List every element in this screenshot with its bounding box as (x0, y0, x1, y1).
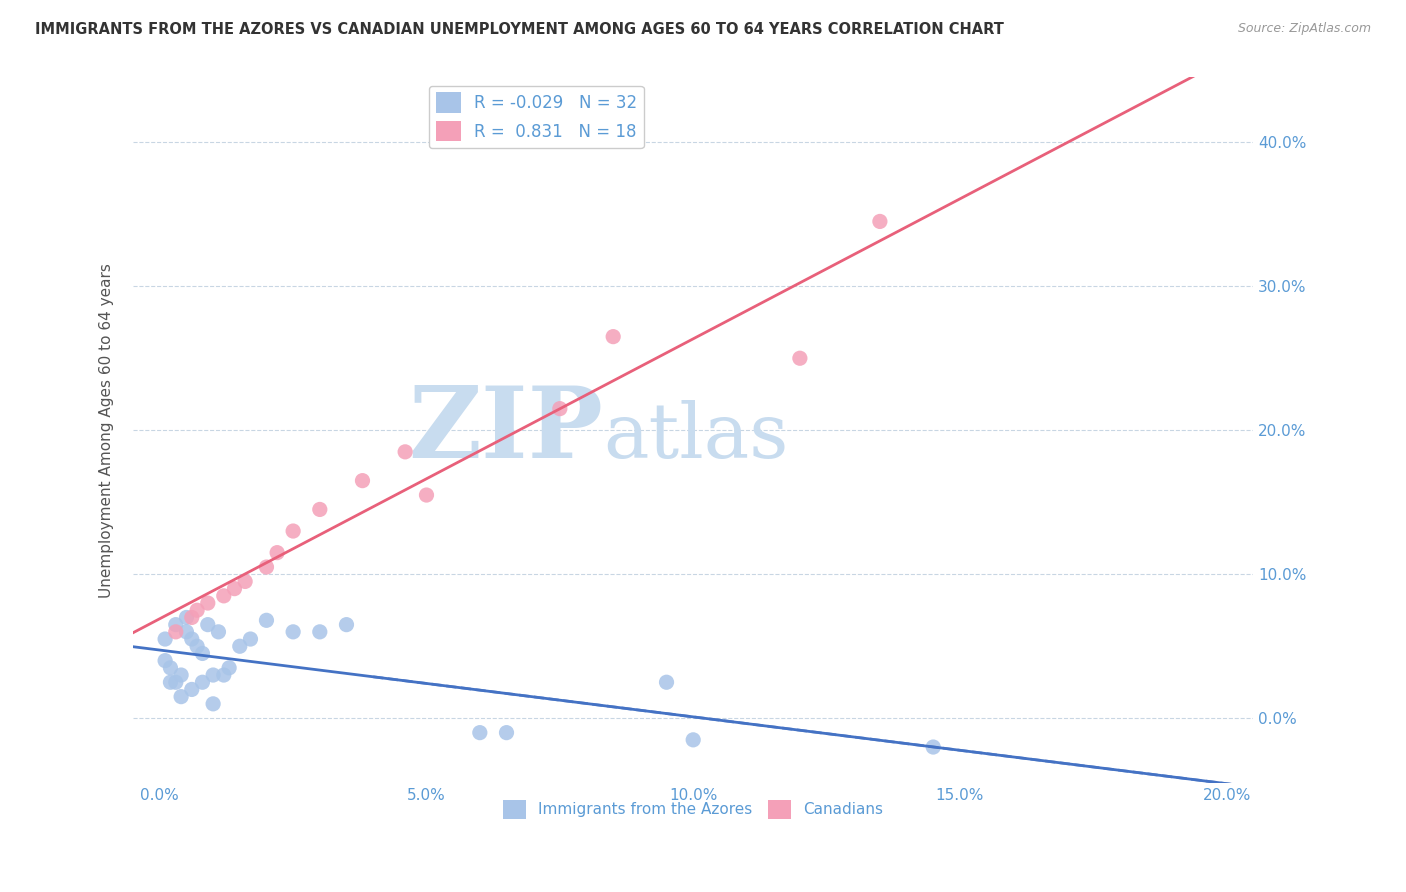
Point (308, 624, 330, 639)
Point (394, 445, 416, 459)
Point (207, 624, 229, 639)
Point (212, 668, 235, 682)
Point (176, 624, 198, 639)
Point (165, 617, 187, 632)
Point (869, 214, 891, 228)
Text: atlas: atlas (603, 401, 789, 475)
Point (176, 610, 198, 624)
Point (180, 632, 202, 646)
Point (224, 582, 246, 596)
Point (352, 474, 374, 488)
Point (266, 546, 288, 560)
Point (180, 610, 202, 624)
Point (256, 613, 278, 627)
Point (468, 725, 491, 739)
Point (191, 647, 214, 661)
Point (159, 661, 181, 675)
Point (202, 697, 225, 711)
Point (495, 725, 517, 739)
Point (153, 632, 176, 646)
Y-axis label: Unemployment Among Ages 60 to 64 years: Unemployment Among Ages 60 to 64 years (100, 263, 114, 598)
Point (159, 675, 181, 690)
Point (682, 732, 704, 747)
Point (218, 661, 240, 675)
Point (281, 624, 304, 639)
Point (789, 351, 811, 366)
Text: ZIP: ZIP (409, 382, 603, 479)
Point (655, 675, 678, 690)
Point (548, 401, 571, 416)
Point (922, 739, 945, 754)
Point (239, 632, 262, 646)
Text: IMMIGRANTS FROM THE AZORES VS CANADIAN UNEMPLOYMENT AMONG AGES 60 TO 64 YEARS CO: IMMIGRANTS FROM THE AZORES VS CANADIAN U… (35, 22, 1004, 37)
Point (229, 639, 252, 653)
Point (308, 502, 330, 516)
Point (170, 668, 193, 682)
Point (335, 617, 357, 632)
Point (602, 329, 624, 343)
Point (212, 589, 235, 603)
Legend: Immigrants from the Azores, Canadians: Immigrants from the Azores, Canadians (498, 794, 889, 825)
Point (180, 682, 202, 697)
Point (186, 603, 208, 617)
Point (415, 488, 437, 502)
Text: Source: ZipAtlas.com: Source: ZipAtlas.com (1237, 22, 1371, 36)
Point (197, 617, 219, 632)
Point (256, 560, 278, 574)
Point (165, 624, 187, 639)
Point (186, 639, 208, 653)
Point (197, 596, 219, 610)
Point (153, 654, 176, 668)
Point (191, 675, 214, 690)
Point (202, 668, 225, 682)
Point (281, 524, 304, 538)
Point (170, 690, 193, 704)
Point (165, 675, 187, 690)
Point (233, 574, 256, 589)
